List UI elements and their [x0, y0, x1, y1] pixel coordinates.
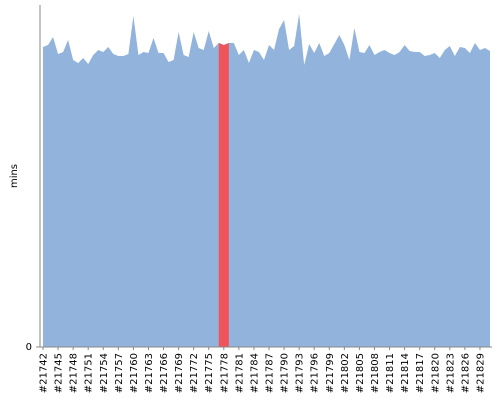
y-tick-label: 0 [26, 342, 32, 353]
x-tick-label: #21763 [144, 353, 155, 393]
x-tick-label: #21742 [39, 353, 50, 393]
area [43, 14, 490, 347]
x-tick-label: #21766 [159, 353, 170, 393]
x-tick-label: #21820 [430, 353, 441, 393]
x-tick-label: #21790 [280, 353, 291, 393]
x-tick-label: #21808 [370, 353, 381, 393]
x-tick-label: #21772 [189, 353, 200, 393]
x-tick-label: #21796 [310, 353, 321, 393]
x-tick-label: #21793 [295, 353, 306, 393]
x-tick-label: #21829 [475, 353, 486, 393]
area [218, 43, 229, 347]
x-tick-label: #21757 [114, 353, 125, 393]
x-tick-label: #21802 [340, 353, 351, 393]
x-tick-label: #21778 [219, 353, 230, 393]
x-tick-label: #21823 [445, 353, 456, 393]
x-tick-label: #21760 [129, 353, 140, 393]
x-tick-label: #21811 [385, 353, 396, 393]
x-tick-label: #21781 [234, 353, 245, 393]
x-tick-label: #21775 [204, 353, 215, 393]
x-tick-label: #21748 [69, 353, 80, 393]
x-tick-label: #21814 [400, 353, 411, 393]
x-tick-label: #21826 [460, 353, 471, 393]
x-tick-label: #21745 [54, 353, 65, 393]
x-tick-label: #21787 [265, 353, 276, 393]
x-tick-label: #21784 [249, 353, 260, 393]
y-axis-label: mins [9, 164, 20, 188]
x-tick-label: #21751 [84, 353, 95, 393]
x-tick-label: #21817 [415, 353, 426, 393]
x-tick-label: #21754 [99, 353, 110, 393]
x-tick-label: #21799 [325, 353, 336, 393]
x-tick-label: #21769 [174, 353, 185, 393]
x-tick-label: #21805 [355, 353, 366, 393]
